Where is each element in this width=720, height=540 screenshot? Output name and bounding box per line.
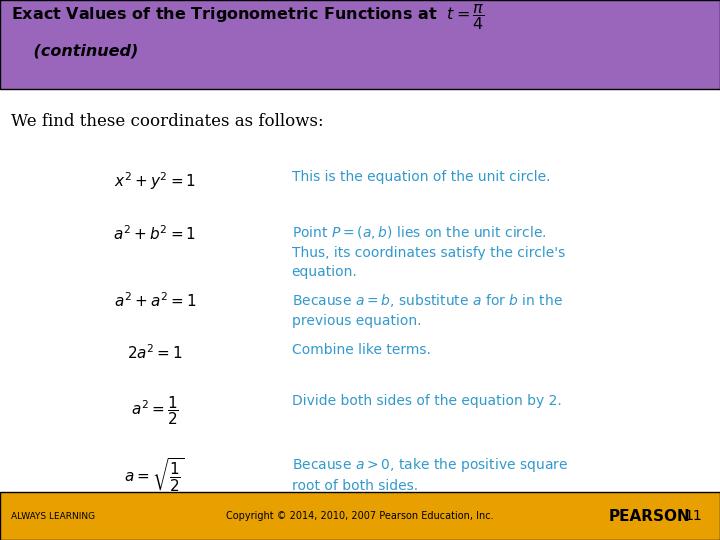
Text: Combine like terms.: Combine like terms. bbox=[292, 343, 431, 357]
Text: PEARSON: PEARSON bbox=[608, 509, 690, 524]
FancyBboxPatch shape bbox=[0, 492, 720, 540]
Text: 11: 11 bbox=[684, 509, 702, 523]
FancyBboxPatch shape bbox=[0, 0, 720, 89]
Text: We find these coordinates as follows:: We find these coordinates as follows: bbox=[11, 113, 323, 130]
Text: Exact Values of the Trigonometric Functions at  $t = \dfrac{\pi}{4}$: Exact Values of the Trigonometric Functi… bbox=[11, 2, 485, 32]
Text: $x^2 + y^2 = 1$: $x^2 + y^2 = 1$ bbox=[114, 170, 196, 192]
Text: Because $a > 0$, take the positive square
root of both sides.: Because $a > 0$, take the positive squar… bbox=[292, 456, 568, 493]
Text: (continued): (continued) bbox=[11, 43, 138, 58]
Text: $a^2 = \dfrac{1}{2}$: $a^2 = \dfrac{1}{2}$ bbox=[131, 394, 179, 427]
Text: $2a^2 = 1$: $2a^2 = 1$ bbox=[127, 343, 183, 362]
Text: Because $a = b$, substitute $a$ for $b$ in the
previous equation.: Because $a = b$, substitute $a$ for $b$ … bbox=[292, 292, 562, 328]
Text: Copyright © 2014, 2010, 2007 Pearson Education, Inc.: Copyright © 2014, 2010, 2007 Pearson Edu… bbox=[226, 511, 494, 521]
Text: This is the equation of the unit circle.: This is the equation of the unit circle. bbox=[292, 170, 550, 184]
Text: Divide both sides of the equation by 2.: Divide both sides of the equation by 2. bbox=[292, 394, 562, 408]
Text: $a = \sqrt{\dfrac{1}{2}}$: $a = \sqrt{\dfrac{1}{2}}$ bbox=[125, 456, 185, 494]
Text: $a^2 + a^2 = 1$: $a^2 + a^2 = 1$ bbox=[114, 292, 196, 310]
Text: ALWAYS LEARNING: ALWAYS LEARNING bbox=[11, 512, 95, 521]
Text: Point $P = (a, b)$ lies on the unit circle.
Thus, its coordinates satisfy the ci: Point $P = (a, b)$ lies on the unit circ… bbox=[292, 224, 565, 279]
Text: $a^2 + b^2 = 1$: $a^2 + b^2 = 1$ bbox=[113, 224, 197, 243]
